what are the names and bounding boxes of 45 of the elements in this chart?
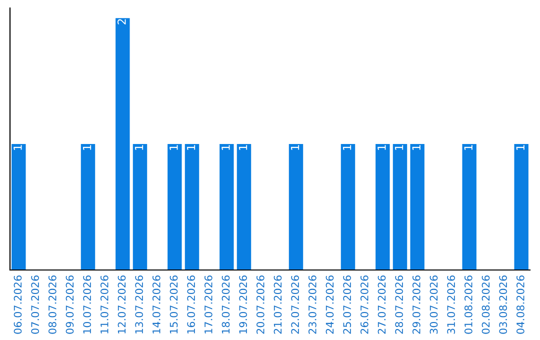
data-label: 1 — [82, 145, 92, 150]
x-tick-label: 19.07.2026 — [239, 276, 248, 334]
x-tick-label: 17.07.2026 — [204, 276, 212, 334]
x-tick-label: 25.07.2026 — [343, 276, 352, 334]
x-tick-label: 14.07.2026 — [152, 276, 160, 334]
x-tick-label: 24.07.2026 — [326, 276, 334, 334]
x-tick-label: 30.07.2026 — [430, 276, 438, 334]
data-label: 1 — [394, 145, 404, 150]
x-tick-label: 06.07.2026 — [14, 276, 22, 334]
data-label: 1 — [222, 145, 230, 150]
x-tick-label: 29.07.2026 — [412, 276, 420, 334]
x-tick-label: 22.07.2026 — [291, 276, 300, 334]
x-tick-label: 12.07.2026 — [118, 276, 126, 334]
x-tick-label: 21.07.2026 — [274, 276, 282, 334]
x-tick-label: 23.07.2026 — [308, 276, 316, 334]
data-label: 1 — [186, 145, 196, 150]
x-tick-label: 02.08.2026 — [482, 276, 490, 334]
x-tick-label: 28.07.2026 — [395, 276, 404, 334]
data-label: 1 — [342, 145, 352, 150]
x-tick-label: 18.07.2026 — [222, 276, 230, 334]
data-label: 1 — [238, 145, 248, 150]
data-label: 1 — [134, 145, 144, 150]
x-tick-label: 16.07.2026 — [187, 276, 196, 334]
x-tick-label: 27.07.2026 — [378, 276, 386, 334]
x-tick-label: 09.07.2026 — [66, 276, 74, 334]
data-label: 1 — [516, 145, 524, 150]
data-label: 1 — [378, 145, 386, 150]
x-tick-label: 01.08.2026 — [464, 276, 472, 334]
x-tick-label: 31.07.2026 — [447, 276, 456, 334]
data-label: 1 — [14, 145, 22, 150]
data-label: 2 — [117, 19, 126, 24]
x-tick-label: 20.07.2026 — [256, 276, 264, 334]
x-tick-label: 04.08.2026 — [516, 276, 524, 334]
x-tick-label: 07.07.2026 — [31, 276, 40, 334]
x-tick-label: 15.07.2026 — [170, 276, 178, 334]
data-label: 1 — [170, 145, 178, 150]
data-label: 1 — [412, 145, 420, 150]
x-tick-label: 10.07.2026 — [83, 276, 92, 334]
x-tick-label: 03.08.2026 — [499, 276, 508, 334]
x-tick-label: 26.07.2026 — [360, 276, 368, 334]
x-tick-label: 11.07.2026 — [100, 276, 108, 334]
data-label: 1 — [290, 145, 300, 150]
x-tick-label: 08.07.2026 — [48, 276, 56, 334]
data-label: 1 — [464, 145, 472, 150]
x-tick-label: 13.07.2026 — [135, 276, 144, 334]
